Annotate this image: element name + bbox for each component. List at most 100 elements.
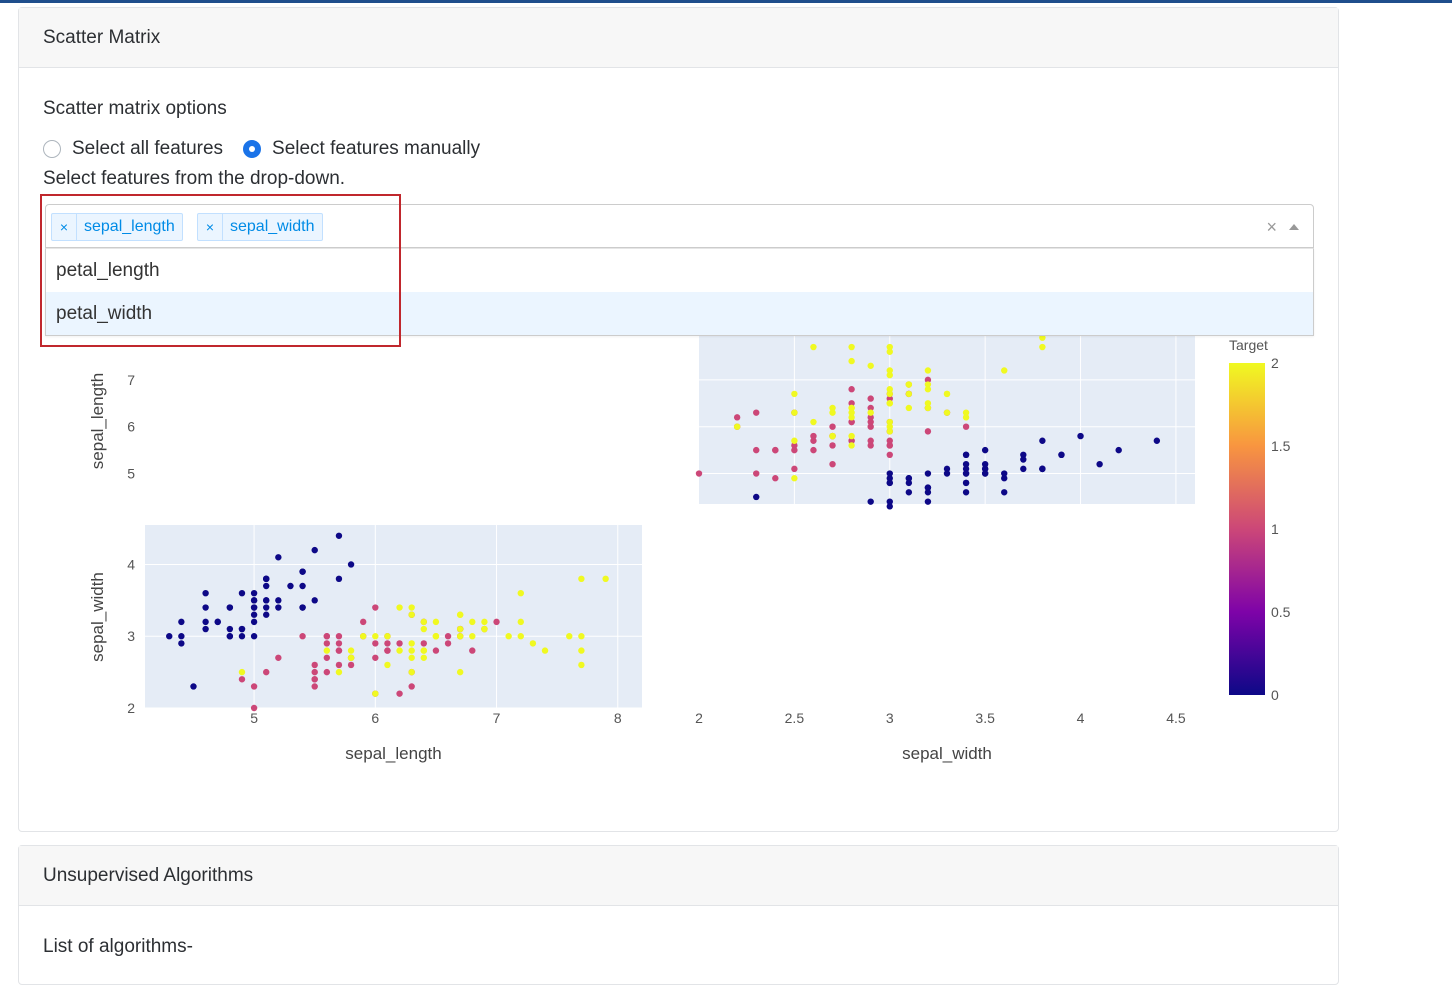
scatter-point-sepal-width-vs-sepal-length xyxy=(962,451,970,459)
scatter-point-sepal-width-vs-sepal-length xyxy=(1039,437,1046,444)
scatter-point-sepal-width-vs-sepal-length xyxy=(886,451,893,459)
radio-select-manual-label[interactable]: Select features manually xyxy=(272,138,481,159)
scatter-point-sepal-width-vs-sepal-length xyxy=(886,503,893,510)
x-tick-label-sepal-width: 3 xyxy=(886,710,894,726)
x-tick-label-sepal-width: 2 xyxy=(695,710,703,726)
scatter-point-sepal-length-vs-sepal-width xyxy=(456,633,464,640)
scatter-point-sepal-width-vs-sepal-length xyxy=(753,493,760,501)
y-tick-label-sepal-width: 4 xyxy=(127,556,135,572)
scatter-point-sepal-length-vs-sepal-width xyxy=(311,683,318,690)
scatter-point-sepal-length-vs-sepal-width xyxy=(226,633,234,640)
scatter-point-sepal-width-vs-sepal-length xyxy=(924,381,932,388)
scatter-point-sepal-length-vs-sepal-width xyxy=(602,575,609,583)
x-tick-label-sepal-width: 3.5 xyxy=(975,710,995,726)
scatter-point-sepal-width-vs-sepal-length xyxy=(905,381,913,388)
unsupervised-algorithms-card: Unsupervised Algorithms List of algorith… xyxy=(18,845,1339,985)
scatter-point-sepal-width-vs-sepal-length xyxy=(829,423,836,430)
menu-option-petal-length[interactable]: petal_length xyxy=(56,260,160,281)
scatter-point-sepal-length-vs-sepal-width xyxy=(226,625,234,633)
scatter-point-sepal-width-vs-sepal-length xyxy=(1020,456,1027,463)
scatter-point-sepal-length-vs-sepal-width xyxy=(469,618,476,626)
scatter-point-sepal-length-vs-sepal-width xyxy=(263,582,270,590)
scatter-point-sepal-length-vs-sepal-width xyxy=(408,647,415,654)
scatter-point-sepal-width-vs-sepal-length xyxy=(924,428,932,435)
radio-select-all-label[interactable]: Select all features xyxy=(72,138,224,159)
scatter-point-sepal-length-vs-sepal-width xyxy=(566,633,573,640)
scatter-point-sepal-length-vs-sepal-width xyxy=(347,661,355,669)
radio-select-all[interactable] xyxy=(43,140,61,158)
scatter-point-sepal-width-vs-sepal-length xyxy=(829,442,836,449)
remove-tag-sepal-width-button[interactable]: × xyxy=(198,214,223,240)
scatter-point-sepal-width-vs-sepal-length xyxy=(886,348,893,355)
scatter-point-sepal-length-vs-sepal-width xyxy=(275,597,282,604)
chevron-up-icon[interactable] xyxy=(1289,224,1299,230)
dropdown-hint: Select features from the drop-down. xyxy=(43,168,346,189)
y-tick-label-sepal-width: 2 xyxy=(127,700,135,716)
scatter-point-sepal-length-vs-sepal-width xyxy=(347,647,355,654)
scatter-point-sepal-width-vs-sepal-length xyxy=(962,423,970,430)
scatter-point-sepal-width-vs-sepal-length xyxy=(810,437,817,444)
tag-label: sepal_width xyxy=(230,218,315,235)
scatter-point-sepal-length-vs-sepal-width xyxy=(359,618,367,626)
scatter-point-sepal-length-vs-sepal-width xyxy=(396,690,403,697)
scatter-point-sepal-width-vs-sepal-length xyxy=(886,423,893,430)
scatter-point-sepal-width-vs-sepal-length xyxy=(886,428,893,435)
clear-all-icon[interactable]: × xyxy=(1266,217,1277,237)
remove-tag-sepal-length-button[interactable]: × xyxy=(52,214,77,240)
scatter-point-sepal-length-vs-sepal-width xyxy=(275,604,282,611)
scatter-point-sepal-length-vs-sepal-width xyxy=(347,654,355,661)
tag-label: sepal_length xyxy=(84,218,175,235)
scatter-point-sepal-length-vs-sepal-width xyxy=(238,633,246,640)
scatter-point-sepal-length-vs-sepal-width xyxy=(202,625,209,633)
scatter-point-sepal-length-vs-sepal-width xyxy=(408,654,415,661)
scatter-point-sepal-length-vs-sepal-width xyxy=(299,633,306,640)
scatter-point-sepal-width-vs-sepal-length xyxy=(848,400,855,407)
scatter-point-sepal-length-vs-sepal-width xyxy=(250,704,258,712)
scatter-point-sepal-width-vs-sepal-length xyxy=(924,386,932,393)
scatter-point-sepal-length-vs-sepal-width xyxy=(250,633,258,640)
scatter-point-sepal-width-vs-sepal-length xyxy=(905,479,913,487)
scatter-point-sepal-length-vs-sepal-width xyxy=(263,604,270,611)
x-tick-label-sepal-width: 2.5 xyxy=(785,710,805,726)
scatter-point-sepal-width-vs-sepal-length xyxy=(886,343,893,351)
scatter-matrix-card: Scatter Matrix Scatter matrix options Se… xyxy=(18,7,1339,832)
scatter-point-sepal-width-vs-sepal-length xyxy=(924,367,932,374)
scatter-point-sepal-length-vs-sepal-width xyxy=(250,611,258,618)
scatter-point-sepal-width-vs-sepal-length xyxy=(886,442,893,449)
scatter-point-sepal-length-vs-sepal-width xyxy=(408,640,415,647)
scatter-point-sepal-length-vs-sepal-width xyxy=(505,633,512,640)
colorbar xyxy=(1229,363,1265,695)
scatter-point-sepal-width-vs-sepal-length xyxy=(924,470,932,477)
algorithms-list-label: List of algorithms- xyxy=(43,936,193,957)
scatter-point-sepal-length-vs-sepal-width xyxy=(263,597,270,604)
y-tick-label-sepal-width: 3 xyxy=(127,628,135,644)
scatter-point-sepal-width-vs-sepal-length xyxy=(867,418,874,426)
scatter-point-sepal-width-vs-sepal-length xyxy=(943,390,951,398)
scatter-point-sepal-length-vs-sepal-width xyxy=(202,589,209,597)
scatter-point-sepal-width-vs-sepal-length xyxy=(867,423,874,430)
radio-select-manual[interactable] xyxy=(243,140,262,158)
scatter-point-sepal-length-vs-sepal-width xyxy=(275,654,282,661)
scatter-point-sepal-width-vs-sepal-length xyxy=(810,418,817,426)
feature-multiselect[interactable]: × sepal_length × sepal_width × xyxy=(45,204,1314,248)
menu-option-petal-width[interactable]: petal_width xyxy=(46,292,1313,335)
scatter-point-sepal-width-vs-sepal-length xyxy=(810,343,817,351)
scatter-point-sepal-width-vs-sepal-length xyxy=(733,423,741,430)
scatter-point-sepal-width-vs-sepal-length xyxy=(772,446,779,454)
colorbar-tick-label: 1.5 xyxy=(1271,438,1291,454)
scatter-point-sepal-length-vs-sepal-width xyxy=(372,640,379,647)
scatter-point-sepal-length-vs-sepal-width xyxy=(408,683,415,690)
scatter-point-sepal-width-vs-sepal-length xyxy=(867,498,874,505)
scatter-matrix-plot[interactable]: 5 6 7 8 2 2.5 3 3.5 4 4.5 2 3 4 5 6 7 sepal_length sepal_… xyxy=(19,323,1338,793)
scatter-point-sepal-width-vs-sepal-length xyxy=(829,460,836,468)
scatter-point-sepal-width-vs-sepal-length xyxy=(753,409,760,416)
scatter-point-sepal-width-vs-sepal-length xyxy=(905,390,913,398)
scatter-point-sepal-width-vs-sepal-length xyxy=(791,390,798,398)
scatter-point-sepal-width-vs-sepal-length xyxy=(1020,465,1027,473)
scatter-point-sepal-width-vs-sepal-length xyxy=(791,409,798,416)
scatter-point-sepal-length-vs-sepal-width xyxy=(541,647,549,654)
scatter-point-sepal-width-vs-sepal-length xyxy=(867,437,874,444)
scatter-point-sepal-width-vs-sepal-length xyxy=(1001,470,1008,477)
scatter-point-sepal-length-vs-sepal-width xyxy=(323,647,331,654)
scatter-point-sepal-width-vs-sepal-length xyxy=(943,465,951,473)
